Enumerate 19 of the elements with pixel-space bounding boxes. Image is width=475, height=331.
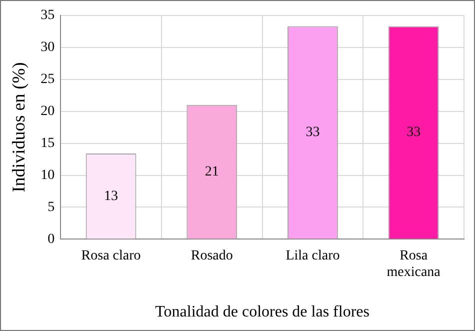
y-tick-label: 0 bbox=[48, 232, 55, 247]
x-axis-title: Tonalidad de colores de las flores bbox=[155, 304, 370, 321]
category-label: Rosa bbox=[400, 248, 428, 264]
category-label: Rosado bbox=[190, 248, 233, 264]
y-tick-label: 5 bbox=[48, 200, 55, 215]
y-tick-label: 25 bbox=[40, 72, 55, 88]
y-tick-label: 35 bbox=[40, 8, 55, 24]
category-label: Rosa claro bbox=[81, 248, 141, 264]
data-label: 21 bbox=[204, 164, 219, 180]
data-label: 13 bbox=[104, 188, 118, 204]
data-label: 33 bbox=[406, 125, 421, 140]
category-label: mexicana bbox=[386, 265, 440, 280]
y-tick-label: 10 bbox=[40, 168, 55, 183]
y-axis-title: Individuos en (%) bbox=[8, 62, 29, 192]
y-tick-label: 15 bbox=[40, 136, 55, 151]
data-label: 33 bbox=[306, 125, 320, 140]
y-tick-label: 20 bbox=[40, 104, 55, 119]
category-label: Lila claro bbox=[286, 248, 340, 264]
y-tick-label: 30 bbox=[40, 40, 55, 56]
